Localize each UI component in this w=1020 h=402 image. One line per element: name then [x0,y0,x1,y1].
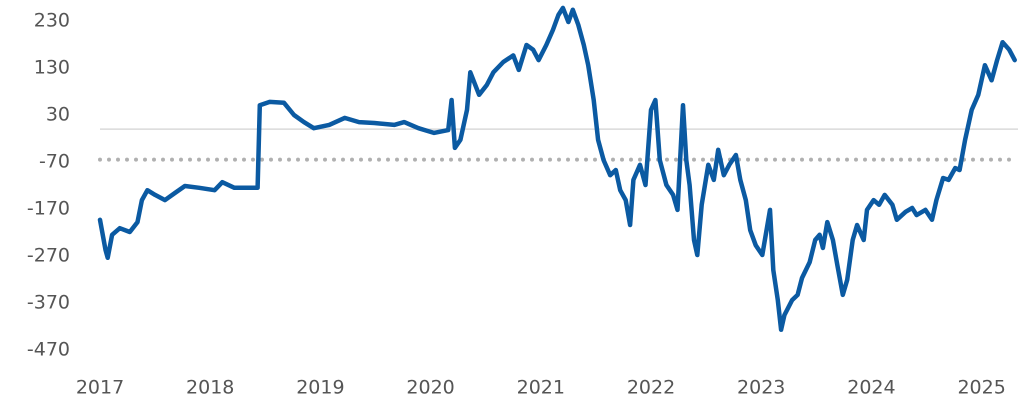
y-tick-label: -470 [27,338,70,360]
x-tick-label: 2019 [296,377,344,399]
y-tick-label: 230 [34,10,70,32]
x-tick-label: 2023 [737,377,785,399]
x-tick-label: 2017 [76,377,124,399]
y-tick-label: 30 [46,104,70,126]
y-tick-label: 130 [34,57,70,79]
y-tick-label: -70 [39,151,70,173]
x-tick-label: 2018 [186,377,234,399]
x-tick-label: 2022 [627,377,675,399]
x-tick-label: 2020 [406,377,454,399]
x-tick-label: 2025 [957,377,1005,399]
y-tick-label: -170 [27,197,70,219]
y-tick-label: -370 [27,291,70,313]
data-line [97,5,1017,332]
x-tick-label: 2024 [847,377,895,399]
x-tick-label: 2021 [517,377,565,399]
y-tick-label: -270 [27,244,70,266]
